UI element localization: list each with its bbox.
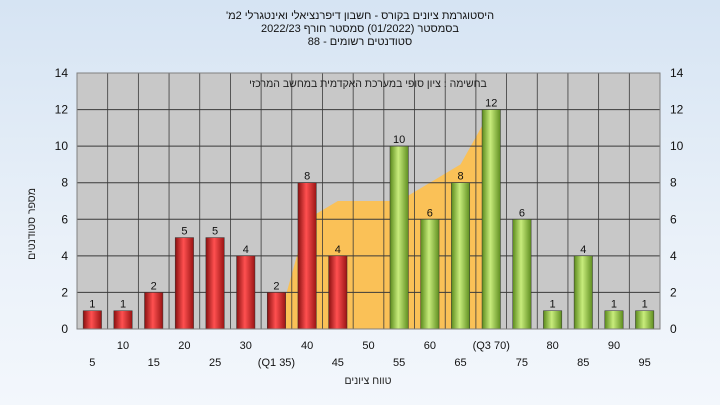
- x-tick-label: 85: [577, 357, 589, 369]
- y-tick-label-left: 10: [55, 139, 69, 153]
- histogram-bar: [604, 310, 624, 330]
- y-tick-label-left: 8: [61, 176, 68, 190]
- bar-value-label: 1: [642, 299, 648, 311]
- histogram-bar: [113, 310, 133, 330]
- x-tick-label: 40: [301, 340, 313, 352]
- histogram-bar: [481, 109, 501, 330]
- x-tick-label: 20: [178, 340, 190, 352]
- plot-frame: [76, 72, 661, 330]
- histogram-bar: [82, 310, 102, 330]
- bar-value-label: 12: [485, 98, 497, 110]
- x-tick-label: 30: [240, 340, 252, 352]
- x-tick-label: 90: [608, 340, 620, 352]
- x-axis-label: טווח ציונים: [344, 375, 391, 387]
- bar-value-label: 5: [212, 226, 218, 238]
- x-tick-label: 80: [546, 340, 558, 352]
- chart-title-line-3: סטודנטים רשומים - 88: [307, 36, 413, 48]
- y-tick-label-right: 14: [670, 66, 684, 80]
- x-tick-label: 75: [516, 357, 528, 369]
- bar-value-label: 1: [120, 299, 126, 311]
- bar-value-label: 8: [457, 171, 463, 183]
- histogram-bar: [543, 310, 563, 330]
- y-tick-label-right: 8: [670, 176, 677, 190]
- bar-value-label: 5: [181, 226, 187, 238]
- chart-title-line-2: בסמסטר (01/2022) סמסטר חורף 2022/23: [260, 23, 460, 35]
- histogram-bar: [420, 219, 440, 330]
- y-tick-label-right: 12: [670, 103, 684, 117]
- y-axis-label: מספר סטודנטים: [26, 188, 38, 260]
- histogram-bar: [635, 310, 655, 330]
- histogram-bar: [174, 237, 194, 330]
- bar-value-label: 6: [519, 207, 525, 219]
- y-tick-label-left: 12: [55, 103, 69, 117]
- y-tick-label-right: 6: [670, 212, 677, 226]
- x-tick-label: 60: [424, 340, 436, 352]
- bar-value-label: 2: [273, 280, 279, 292]
- histogram-bar: [451, 182, 471, 330]
- y-tick-label-left: 14: [55, 66, 69, 80]
- bar-value-label: 8: [304, 171, 310, 183]
- histogram-bar: [328, 255, 348, 330]
- y-tick-label-left: 6: [61, 212, 68, 226]
- bar-value-label: 6: [427, 207, 433, 219]
- bar-value-label: 1: [611, 299, 617, 311]
- x-tick-label: 15: [148, 357, 160, 369]
- histogram-bar: [573, 255, 593, 330]
- x-tick-label: 65: [454, 357, 466, 369]
- x-tick-label: 25: [209, 357, 221, 369]
- histogram-bar: [205, 237, 225, 330]
- bar-value-label: 2: [151, 280, 157, 292]
- x-tick-label: 95: [639, 357, 651, 369]
- chart-title-line-1: 'היסטוגרמת ציונים בקורס - חשבון דיפרנציא…: [225, 10, 495, 22]
- x-tick-label: 10: [117, 340, 129, 352]
- bar-value-label: 4: [580, 244, 586, 256]
- bar-value-label: 10: [393, 134, 405, 146]
- x-tick-label: 50: [362, 340, 374, 352]
- chart-annotation: בחשימה : ציון סופי במערכת האקדמית במחשב …: [249, 78, 487, 90]
- x-tick-label: (Q3 70): [473, 340, 510, 352]
- x-tick-label: 45: [332, 357, 344, 369]
- y-tick-label-left: 4: [61, 249, 68, 263]
- y-tick-label-right: 4: [670, 249, 677, 263]
- histogram-bar: [297, 182, 317, 330]
- bar-value-label: 4: [243, 244, 249, 256]
- histogram-bar: [512, 219, 532, 330]
- y-tick-label-right: 0: [670, 322, 677, 336]
- y-tick-label-left: 0: [61, 322, 68, 336]
- histogram-bar: [266, 292, 286, 330]
- x-tick-label: (Q1 35): [258, 357, 295, 369]
- y-tick-label-right: 2: [670, 285, 677, 299]
- y-tick-label-left: 2: [61, 285, 68, 299]
- x-tick-label: 55: [393, 357, 405, 369]
- bar-value-label: 4: [335, 244, 341, 256]
- y-tick-label-right: 10: [670, 139, 684, 153]
- x-tick-label: 5: [89, 357, 95, 369]
- histogram-bar: [144, 292, 164, 330]
- histogram-bar: [236, 255, 256, 330]
- bar-value-label: 1: [89, 299, 95, 311]
- histogram-bar: [389, 145, 409, 330]
- bar-value-label: 1: [550, 299, 556, 311]
